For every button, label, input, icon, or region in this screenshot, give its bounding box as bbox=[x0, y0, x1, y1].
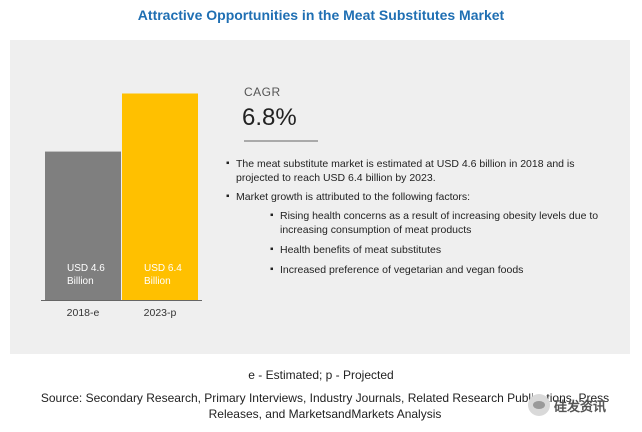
x-tick-label: 2018-e bbox=[67, 307, 100, 319]
x-tick-label: 2023-p bbox=[144, 307, 177, 319]
driver-item: Rising health concerns as a result of in… bbox=[270, 209, 616, 237]
page-title: Attractive Opportunities in the Meat Sub… bbox=[137, 7, 505, 23]
key-findings: The meat substitute market is estimated … bbox=[226, 157, 616, 283]
driver-item: Increased preference of vegetarian and v… bbox=[270, 263, 616, 277]
wechat-icon bbox=[528, 394, 550, 416]
abbreviation-note: e - Estimated; p - Projected bbox=[248, 368, 394, 382]
cagr-value: 6.8% bbox=[242, 104, 297, 131]
cagr-divider bbox=[244, 140, 318, 142]
bar-2018-e bbox=[45, 151, 121, 300]
finding-growth-drivers: Market growth is attributed to the follo… bbox=[226, 190, 616, 204]
finding-market-size: The meat substitute market is estimated … bbox=[226, 157, 616, 185]
cagr-label: CAGR bbox=[244, 85, 281, 99]
bar-data-label: Billion bbox=[144, 276, 171, 287]
watermark-text: 硅发资讯 bbox=[554, 398, 607, 414]
source-note: Source: Secondary Research, Primary Inte… bbox=[40, 391, 610, 421]
bar-data-label: USD 6.4 bbox=[144, 263, 182, 274]
bar-data-label: USD 4.6 bbox=[67, 263, 105, 274]
bar-data-label: Billion bbox=[67, 276, 94, 287]
bar-2023-p bbox=[122, 93, 198, 300]
driver-item: Health benefits of meat substitutes bbox=[270, 243, 616, 257]
watermark: 硅发资讯 bbox=[528, 394, 606, 416]
